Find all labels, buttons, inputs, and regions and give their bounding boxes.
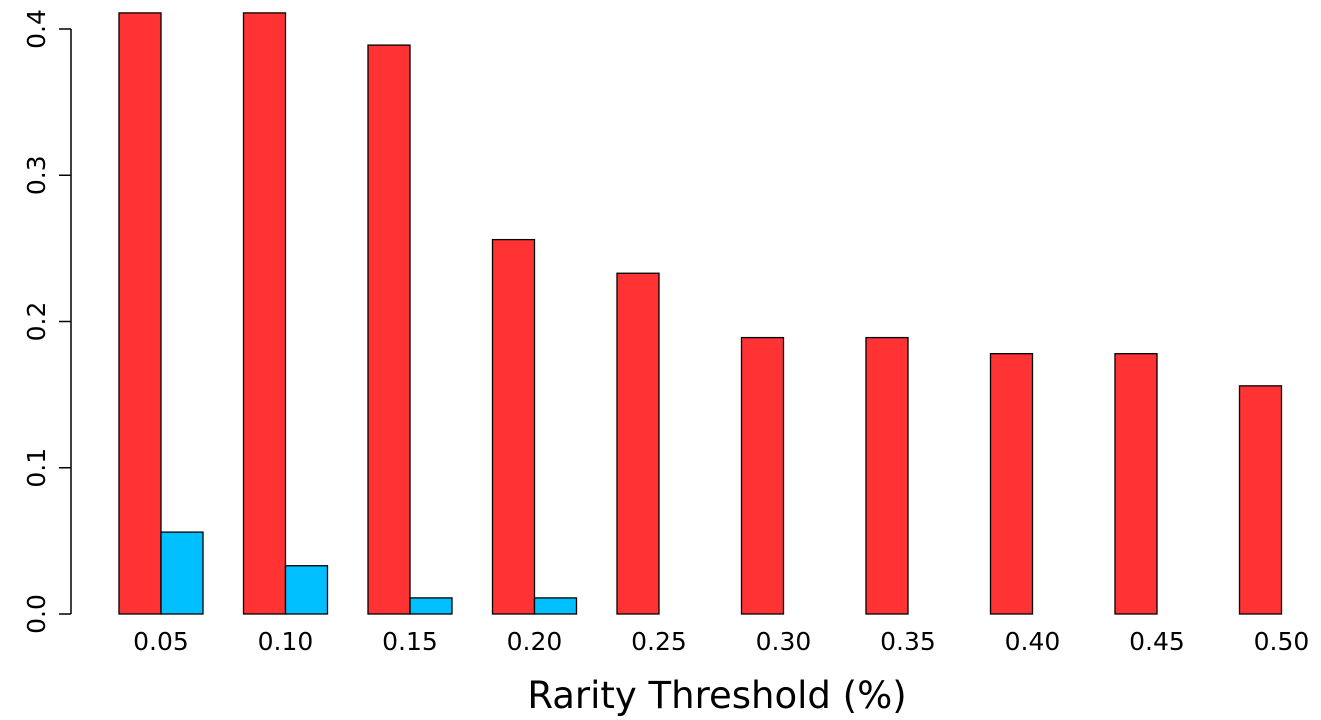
- x-tick-label: 0.05: [133, 627, 189, 656]
- bar: [409, 597, 453, 615]
- x-axis-ticks: 0.05 0.10 0.15 0.20 0.25 0.30 0.35 0.40 0.45 0.50: [133, 627, 1309, 656]
- bar: [284, 565, 329, 615]
- bar: [1114, 353, 1158, 615]
- x-axis-title: Rarity Threshold (%): [527, 674, 906, 717]
- bar: [616, 272, 660, 615]
- y-tick-label: 0.4: [22, 9, 51, 49]
- y-tick-label: 0.0: [22, 594, 51, 634]
- y-tick-label: 0.1: [22, 448, 51, 488]
- x-tick-label: 0.30: [756, 627, 812, 656]
- y-axis: 0.0 0.1 0.2 0.3 0.4: [22, 9, 72, 634]
- bar: [865, 336, 909, 615]
- x-tick-label: 0.10: [258, 627, 314, 656]
- bar: [491, 238, 536, 615]
- y-tick-label: 0.3: [22, 155, 51, 195]
- bars: [118, 12, 1283, 615]
- bar: [160, 531, 204, 615]
- bar: [740, 336, 785, 615]
- x-tick-label: 0.50: [1254, 627, 1310, 656]
- bar: [242, 12, 287, 615]
- y-tick-label: 0.2: [22, 302, 51, 342]
- bar: [367, 44, 411, 615]
- x-tick-label: 0.40: [1005, 627, 1061, 656]
- x-tick-label: 0.25: [631, 627, 687, 656]
- bar: [118, 12, 162, 615]
- x-tick-label: 0.20: [507, 627, 563, 656]
- x-tick-label: 0.35: [880, 627, 936, 656]
- bar: [1238, 385, 1283, 615]
- x-tick-label: 0.45: [1129, 627, 1185, 656]
- bar: [989, 353, 1034, 615]
- x-tick-label: 0.15: [382, 627, 438, 656]
- bar: [533, 597, 578, 615]
